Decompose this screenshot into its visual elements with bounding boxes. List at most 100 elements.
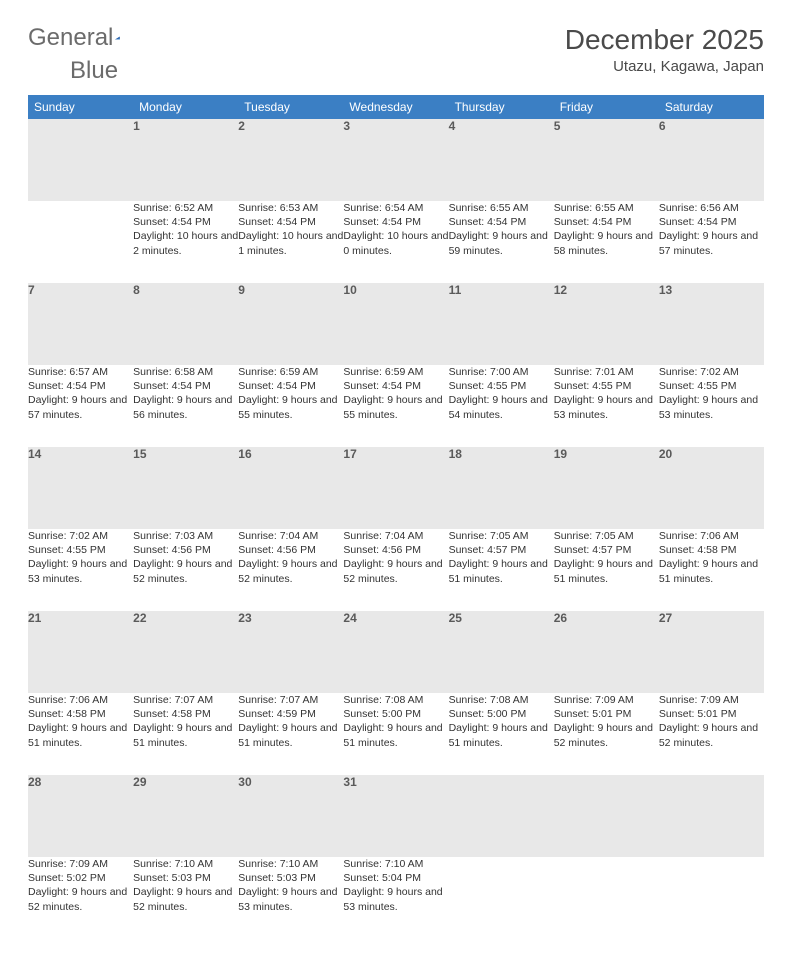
daylight-text: Daylight: 9 hours and 51 minutes. — [659, 557, 764, 585]
month-title: December 2025 — [565, 24, 764, 56]
sunset-text: Sunset: 4:57 PM — [554, 543, 659, 557]
sunrise-text: Sunrise: 7:07 AM — [238, 693, 343, 707]
daylight-text: Daylight: 9 hours and 53 minutes. — [28, 557, 133, 585]
calendar-table: Sunday Monday Tuesday Wednesday Thursday… — [28, 95, 764, 939]
sunset-text: Sunset: 4:58 PM — [28, 707, 133, 721]
sunrise-text: Sunrise: 6:57 AM — [28, 365, 133, 379]
day-content-row: Sunrise: 6:57 AMSunset: 4:54 PMDaylight:… — [28, 365, 764, 447]
sunrise-text: Sunrise: 7:09 AM — [28, 857, 133, 871]
daylight-text: Daylight: 9 hours and 51 minutes. — [449, 721, 554, 749]
daylight-text: Daylight: 9 hours and 51 minutes. — [449, 557, 554, 585]
brand-triangle-icon — [115, 28, 120, 48]
daylight-text: Daylight: 9 hours and 53 minutes. — [238, 885, 343, 913]
sunset-text: Sunset: 4:57 PM — [449, 543, 554, 557]
sunrise-text: Sunrise: 6:55 AM — [449, 201, 554, 215]
day-number-cell: 25 — [449, 611, 554, 693]
day-content-cell: Sunrise: 6:52 AMSunset: 4:54 PMDaylight:… — [133, 201, 238, 283]
daylight-text: Daylight: 9 hours and 51 minutes. — [343, 721, 448, 749]
day-content-cell — [659, 857, 764, 939]
day-content-cell: Sunrise: 7:04 AMSunset: 4:56 PMDaylight:… — [343, 529, 448, 611]
day-content-cell — [449, 857, 554, 939]
day-number-cell: 2 — [238, 119, 343, 201]
sunrise-text: Sunrise: 7:09 AM — [659, 693, 764, 707]
daylight-text: Daylight: 9 hours and 57 minutes. — [659, 229, 764, 257]
day-content-cell: Sunrise: 7:10 AMSunset: 5:04 PMDaylight:… — [343, 857, 448, 939]
daylight-text: Daylight: 9 hours and 52 minutes. — [28, 885, 133, 913]
location-subtitle: Utazu, Kagawa, Japan — [565, 58, 764, 75]
title-block: December 2025 Utazu, Kagawa, Japan — [565, 24, 764, 75]
day-number-row: 21222324252627 — [28, 611, 764, 693]
day-content-cell: Sunrise: 7:03 AMSunset: 4:56 PMDaylight:… — [133, 529, 238, 611]
sunset-text: Sunset: 4:55 PM — [449, 379, 554, 393]
day-content-cell: Sunrise: 7:02 AMSunset: 4:55 PMDaylight:… — [659, 365, 764, 447]
day-content-cell: Sunrise: 7:05 AMSunset: 4:57 PMDaylight:… — [449, 529, 554, 611]
daylight-text: Daylight: 9 hours and 51 minutes. — [554, 557, 659, 585]
day-content-cell: Sunrise: 7:08 AMSunset: 5:00 PMDaylight:… — [343, 693, 448, 775]
day-number-cell — [449, 775, 554, 857]
day-number-cell: 12 — [554, 283, 659, 365]
daylight-text: Daylight: 9 hours and 52 minutes. — [659, 721, 764, 749]
sunset-text: Sunset: 5:01 PM — [659, 707, 764, 721]
day-number-cell: 27 — [659, 611, 764, 693]
sunset-text: Sunset: 4:54 PM — [343, 379, 448, 393]
day-content-cell: Sunrise: 7:00 AMSunset: 4:55 PMDaylight:… — [449, 365, 554, 447]
sunset-text: Sunset: 4:54 PM — [133, 215, 238, 229]
day-number-cell: 18 — [449, 447, 554, 529]
day-number-row: 28293031 — [28, 775, 764, 857]
sunrise-text: Sunrise: 7:05 AM — [449, 529, 554, 543]
sunrise-text: Sunrise: 7:04 AM — [238, 529, 343, 543]
day-content-cell: Sunrise: 7:10 AMSunset: 5:03 PMDaylight:… — [133, 857, 238, 939]
sunset-text: Sunset: 4:54 PM — [238, 215, 343, 229]
day-number-cell: 28 — [28, 775, 133, 857]
sunrise-text: Sunrise: 7:06 AM — [28, 693, 133, 707]
sunset-text: Sunset: 4:54 PM — [554, 215, 659, 229]
sunrise-text: Sunrise: 7:08 AM — [343, 693, 448, 707]
sunrise-text: Sunrise: 7:09 AM — [554, 693, 659, 707]
sunrise-text: Sunrise: 7:01 AM — [554, 365, 659, 379]
day-number-cell: 20 — [659, 447, 764, 529]
day-content-cell: Sunrise: 7:09 AMSunset: 5:02 PMDaylight:… — [28, 857, 133, 939]
day-content-cell: Sunrise: 7:05 AMSunset: 4:57 PMDaylight:… — [554, 529, 659, 611]
day-number-cell: 3 — [343, 119, 448, 201]
sunrise-text: Sunrise: 7:10 AM — [343, 857, 448, 871]
day-content-cell — [28, 201, 133, 283]
sunrise-text: Sunrise: 6:56 AM — [659, 201, 764, 215]
sunset-text: Sunset: 5:04 PM — [343, 871, 448, 885]
day-content-cell: Sunrise: 7:08 AMSunset: 5:00 PMDaylight:… — [449, 693, 554, 775]
weekday-header-row: Sunday Monday Tuesday Wednesday Thursday… — [28, 95, 764, 119]
daylight-text: Daylight: 10 hours and 0 minutes. — [343, 229, 448, 257]
sunrise-text: Sunrise: 7:02 AM — [28, 529, 133, 543]
day-content-cell: Sunrise: 6:55 AMSunset: 4:54 PMDaylight:… — [554, 201, 659, 283]
daylight-text: Daylight: 9 hours and 53 minutes. — [554, 393, 659, 421]
day-content-cell: Sunrise: 6:57 AMSunset: 4:54 PMDaylight:… — [28, 365, 133, 447]
sunrise-text: Sunrise: 6:52 AM — [133, 201, 238, 215]
day-number-cell: 4 — [449, 119, 554, 201]
day-content-row: Sunrise: 6:52 AMSunset: 4:54 PMDaylight:… — [28, 201, 764, 283]
daylight-text: Daylight: 9 hours and 51 minutes. — [133, 721, 238, 749]
day-number-cell: 30 — [238, 775, 343, 857]
sunset-text: Sunset: 4:59 PM — [238, 707, 343, 721]
day-content-row: Sunrise: 7:06 AMSunset: 4:58 PMDaylight:… — [28, 693, 764, 775]
day-content-cell: Sunrise: 6:59 AMSunset: 4:54 PMDaylight:… — [238, 365, 343, 447]
daylight-text: Daylight: 9 hours and 54 minutes. — [449, 393, 554, 421]
sunset-text: Sunset: 4:58 PM — [133, 707, 238, 721]
day-number-cell — [554, 775, 659, 857]
daylight-text: Daylight: 9 hours and 52 minutes. — [238, 557, 343, 585]
sunset-text: Sunset: 4:54 PM — [238, 379, 343, 393]
sunrise-text: Sunrise: 7:02 AM — [659, 365, 764, 379]
daylight-text: Daylight: 9 hours and 56 minutes. — [133, 393, 238, 421]
daylight-text: Daylight: 9 hours and 53 minutes. — [343, 885, 448, 913]
daylight-text: Daylight: 9 hours and 58 minutes. — [554, 229, 659, 257]
weekday-header: Monday — [133, 95, 238, 119]
day-content-row: Sunrise: 7:02 AMSunset: 4:55 PMDaylight:… — [28, 529, 764, 611]
sunset-text: Sunset: 4:54 PM — [449, 215, 554, 229]
day-content-cell: Sunrise: 6:58 AMSunset: 4:54 PMDaylight:… — [133, 365, 238, 447]
sunset-text: Sunset: 4:56 PM — [238, 543, 343, 557]
weekday-header: Wednesday — [343, 95, 448, 119]
day-content-cell: Sunrise: 7:06 AMSunset: 4:58 PMDaylight:… — [28, 693, 133, 775]
day-number-row: 14151617181920 — [28, 447, 764, 529]
day-content-cell: Sunrise: 7:09 AMSunset: 5:01 PMDaylight:… — [554, 693, 659, 775]
brand-word1: General — [28, 24, 113, 52]
daylight-text: Daylight: 9 hours and 55 minutes. — [238, 393, 343, 421]
day-number-cell — [659, 775, 764, 857]
